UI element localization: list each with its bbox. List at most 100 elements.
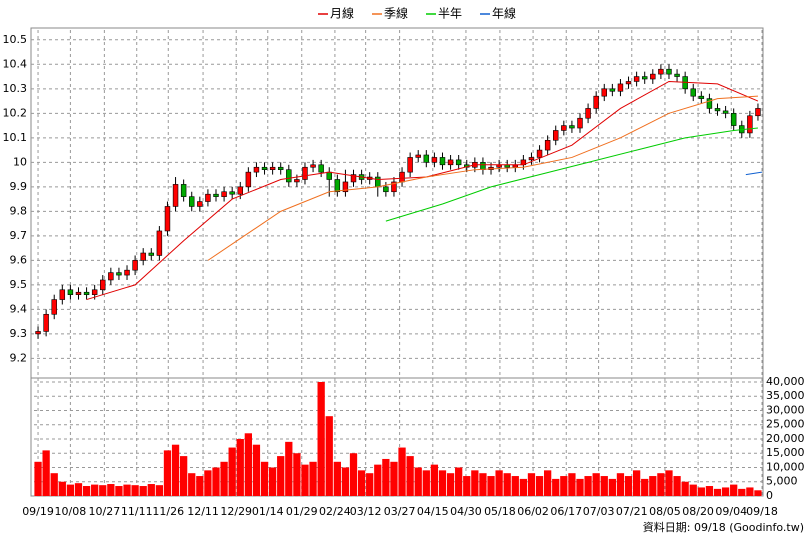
candle-body (197, 201, 203, 207)
y-tick-label: 25,000 (766, 418, 805, 431)
volume-bar (244, 433, 252, 496)
candle-body (528, 157, 535, 161)
x-tick-label: 04/30 (450, 505, 482, 518)
candle-body (237, 186, 243, 195)
volume-bar (455, 467, 463, 496)
volume-bar (171, 444, 180, 496)
candle-body (294, 179, 300, 183)
y-tick-label: 9.8 (10, 204, 28, 217)
x-tick-label: 11/11 (121, 505, 153, 518)
candle-body (100, 279, 106, 291)
candle-body (544, 139, 551, 151)
candle-body (51, 299, 57, 315)
moving-average-line (207, 95, 758, 261)
volume-bar (406, 456, 414, 496)
volume-bar (163, 450, 172, 496)
volume-bar (268, 467, 277, 496)
x-tick-label: 12/29 (220, 505, 252, 518)
candle-body (132, 260, 138, 271)
volume-bar (349, 453, 358, 496)
candle-body (755, 108, 761, 117)
candle-body (116, 272, 122, 276)
y-tick-label: 9.3 (10, 327, 28, 340)
candle-body (140, 252, 146, 261)
candle-body (124, 269, 130, 276)
x-tick-label: 02/24 (319, 505, 351, 518)
volume-bar (115, 486, 123, 496)
candle-body (536, 149, 543, 158)
volume-bar (689, 484, 697, 496)
candle-body (91, 289, 98, 295)
volume-bar (374, 464, 382, 496)
volume-bar (212, 467, 220, 496)
volume-bar (592, 473, 600, 496)
candle-body (674, 73, 680, 77)
volume-bar (446, 473, 455, 496)
volume-bar (681, 481, 689, 496)
volume-bar (697, 487, 705, 496)
volume-bar (325, 416, 333, 496)
candle-body (108, 272, 114, 281)
candle-body (277, 166, 284, 170)
volume-bar (576, 478, 584, 496)
y-tick-label: 9.6 (10, 253, 28, 266)
volume-bar (754, 490, 762, 496)
volume-bar (511, 476, 519, 496)
candle-body (261, 166, 268, 170)
volume-bar (471, 470, 479, 496)
volume-bar (204, 470, 212, 496)
candle-body (375, 176, 381, 188)
plot-frame (30, 27, 764, 497)
y-tick-label: 40,000 (766, 375, 805, 388)
volume-bar (463, 476, 471, 496)
candle-body (569, 125, 575, 129)
volume-bar (236, 438, 244, 496)
candle-body (447, 159, 454, 166)
volume-bar (42, 450, 50, 496)
candle-body (67, 289, 74, 295)
candle-body (658, 68, 664, 75)
volume-bar (260, 461, 269, 496)
y-tick-label: 10,000 (766, 460, 805, 473)
candle-body (350, 174, 357, 183)
candle-body (650, 73, 656, 80)
volume-bar (99, 485, 107, 496)
candle-body (326, 171, 332, 180)
x-tick-label: 05/18 (484, 505, 516, 518)
volume-bar (438, 470, 447, 496)
x-tick-label: 09/18 (746, 505, 778, 518)
volume-bar (746, 487, 754, 496)
x-tick-label: 10/08 (55, 505, 87, 518)
candle-body (601, 88, 607, 97)
volume-bar (293, 453, 301, 496)
x-tick-label: 09/19 (22, 505, 54, 518)
candle-body (148, 252, 155, 256)
candle-body (172, 184, 179, 207)
volume-bar (495, 470, 503, 496)
x-tick-label: 07/21 (616, 505, 648, 518)
candle-body (431, 157, 438, 163)
legend-label: 半年 (438, 7, 462, 21)
candle-body (59, 289, 66, 300)
x-tick-label: 03/27 (384, 505, 416, 518)
volume-bar (50, 473, 58, 496)
volume-bar (147, 484, 155, 496)
candle-body (189, 196, 195, 207)
volume-bar (285, 441, 293, 496)
volume-bar (155, 485, 164, 496)
y-tick-label: 9.4 (10, 302, 28, 315)
volume-bar (544, 470, 552, 496)
volume-bar (560, 476, 568, 496)
candle-body (690, 88, 696, 97)
candle-body (455, 159, 462, 166)
y-tick-label: 9.9 (10, 180, 28, 193)
y-tick-label: 10.4 (3, 57, 28, 70)
y-tick-label: 10.3 (3, 82, 28, 95)
candle-body (593, 95, 599, 109)
volume-bar (196, 476, 204, 496)
y-tick-label: 9.7 (10, 229, 28, 242)
x-tick-label: 01/29 (286, 505, 318, 518)
y-tick-label: 20,000 (766, 432, 805, 445)
x-tick-label: 06/02 (517, 505, 549, 518)
